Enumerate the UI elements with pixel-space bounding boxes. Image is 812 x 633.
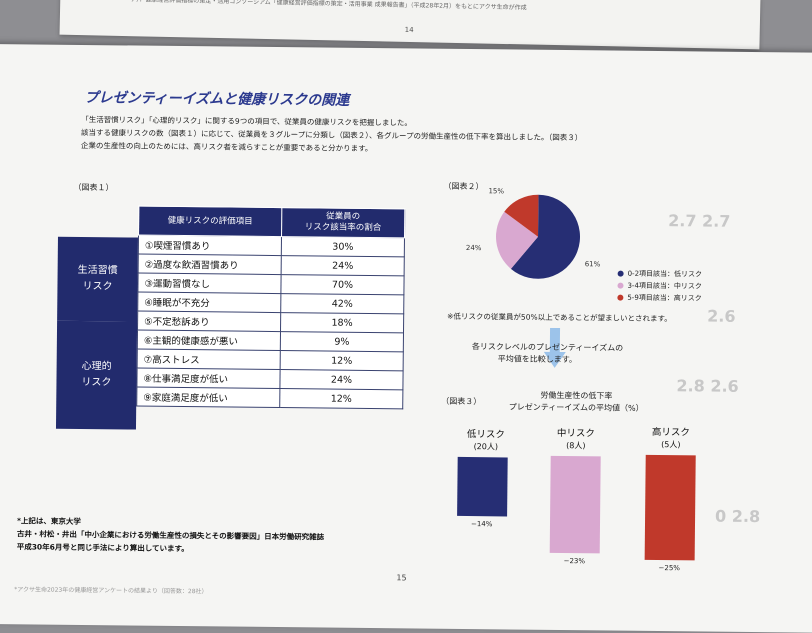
legend-item: 5-9項目該当：高リスク bbox=[617, 292, 702, 305]
risk-item: ⑧仕事満足度が低い bbox=[136, 368, 281, 389]
pie-slice bbox=[504, 194, 539, 237]
category-label: リスク bbox=[82, 280, 113, 293]
risk-item: ①喫煙習慣あり bbox=[138, 235, 282, 256]
risk-item: ③運動習慣なし bbox=[137, 273, 282, 294]
risk-rate: 12% bbox=[280, 350, 404, 371]
intro-text: 「生活習慣リスク」「心理的リスク」に関する9つの項目で、従業員の健康リスクを把握… bbox=[81, 113, 781, 159]
source-line: *上記は、東京大学 bbox=[16, 516, 81, 526]
category-label: 心理的 bbox=[81, 360, 112, 373]
comparison-line: 各リスクレベルのプレゼンティーイズムの bbox=[471, 342, 624, 353]
health-risk-table: 健康リスクの評価項目 従業員の リスク該当率の割合 ①喫煙習慣あり 30% ②過度な… bbox=[136, 206, 405, 410]
bar-mid-risk bbox=[549, 455, 601, 554]
pie-slice-label: 15% bbox=[488, 187, 505, 196]
risk-rate: 70% bbox=[280, 274, 405, 295]
risk-rate: 42% bbox=[280, 293, 404, 314]
category-label: 生活習慣 bbox=[77, 264, 118, 277]
bar-low-risk bbox=[457, 456, 508, 517]
previous-page-number: 14 bbox=[404, 25, 414, 35]
risk-rate: 24% bbox=[281, 255, 405, 276]
pie-note: ※低リスクの従業員が50%以上であることが望ましいとされます。 bbox=[447, 311, 672, 324]
table-header: 従業員の リスク該当率の割合 bbox=[281, 207, 405, 238]
risk-rate: 9% bbox=[280, 331, 404, 352]
pie-slice-label: 24% bbox=[465, 243, 482, 253]
risk-item: ④睡眠が不充分 bbox=[137, 292, 281, 313]
table-row: ⑨家庭満足度が低い 12% bbox=[136, 387, 403, 409]
bleed-through-text: 2.8 2.6 bbox=[676, 376, 739, 396]
document-page: 2.7 2.7 2.6 2.8 2.6 0 2.8 プレゼンティーイズムと健康リ… bbox=[0, 44, 812, 633]
table-header-line: 従業員の bbox=[326, 211, 361, 222]
source-note: *上記は、東京大学 古井・村松・井出「中小企業における労働生産性の損失とその影響… bbox=[17, 514, 325, 556]
comparison-text: 各リスクレベルのプレゼンティーイズムの 平均値を比較します。 bbox=[472, 341, 624, 367]
source-line: 古井・村松・井出「中小企業における労働生産性の損失とその影響要因」日本労働研究雑… bbox=[16, 529, 325, 542]
pie-slice bbox=[496, 211, 539, 269]
bar-value: −25% bbox=[658, 564, 681, 573]
legend-text: 0-2項目該当：低リスク bbox=[627, 269, 703, 279]
bar-label-mid: 中リスク (8人) bbox=[556, 427, 596, 451]
bar-value: −14% bbox=[470, 519, 493, 529]
footer-note: *アクサ生命2023年の健康経営アンケートの結果より（回答数：28社） bbox=[14, 586, 208, 596]
fig1-label: （図表１） bbox=[73, 182, 114, 193]
bar-value: −23% bbox=[563, 556, 586, 565]
bar-label-high: 高リスク (5人) bbox=[651, 426, 691, 450]
legend-item: 3-4項目該当：中リスク bbox=[617, 280, 702, 293]
category-label: リスク bbox=[81, 376, 112, 389]
legend-item: 0-2項目該当：低リスク bbox=[617, 268, 703, 281]
risk-rate: 12% bbox=[279, 388, 403, 409]
risk-rate: 30% bbox=[281, 236, 405, 257]
pie-slice bbox=[510, 194, 580, 279]
risk-rate: 18% bbox=[280, 312, 404, 333]
pie-slice-label: 61% bbox=[584, 260, 601, 269]
legend-dot-icon bbox=[617, 270, 624, 277]
risk-item: ⑦高ストレス bbox=[137, 349, 281, 370]
bleed-through-text: 0 2.8 bbox=[714, 506, 761, 527]
source-line: 平成30年6月号と同じ手法により算出しています。 bbox=[16, 542, 189, 554]
bleed-through-text: 2.6 bbox=[707, 306, 736, 326]
previous-page: テ）．健康経営評価指標の策定・活用コンソーシアム「健康経営評価指標の策定・活用事… bbox=[59, 0, 761, 50]
table-header-line: リスク該当率の割合 bbox=[304, 222, 382, 234]
pie-legend: 0-2項目該当：低リスク 3-4項目該当：中リスク 5-9項目該当：高リスク bbox=[617, 268, 702, 305]
legend-text: 5-9項目該当：高リスク bbox=[627, 293, 702, 303]
bar-chart-title-line: プレゼンティーイズムの平均値（%） bbox=[508, 402, 644, 413]
legend-dot-icon bbox=[617, 294, 624, 301]
page-number: 15 bbox=[396, 573, 407, 583]
previous-page-header: テ）．健康経営評価指標の策定・活用コンソーシアム「健康経営評価指標の策定・活用事… bbox=[130, 0, 527, 12]
bar-label-low: 低リスク (20人) bbox=[466, 429, 505, 452]
bar-chart-title: 労働生産性の低下率 プレゼンティーイズムの平均値（%） bbox=[496, 389, 656, 415]
risk-rate: 24% bbox=[279, 369, 404, 390]
risk-item: ⑥主観的健康感が悪い bbox=[137, 330, 281, 351]
risk-item: ⑨家庭満足度が低い bbox=[136, 387, 280, 408]
lifestyle-risk-category: 生活習慣 リスク bbox=[57, 236, 138, 322]
legend-dot-icon bbox=[617, 282, 624, 289]
fig2-label: （図表２） bbox=[443, 181, 484, 192]
risk-group-pie-chart bbox=[496, 194, 580, 279]
risk-item: ②過度な飲酒習慣あり bbox=[138, 254, 282, 275]
psychological-risk-category: 心理的 リスク bbox=[55, 320, 138, 430]
bar-high-risk bbox=[644, 454, 696, 561]
bleed-through-text: 2.7 2.7 bbox=[668, 211, 731, 231]
comparison-line: 平均値を比較します。 bbox=[497, 354, 577, 365]
page-title: プレゼンティーイズムと健康リスクの関連 bbox=[84, 89, 350, 109]
fig3-label: （図表３） bbox=[441, 396, 482, 407]
risk-item: ⑤不定愁訴あり bbox=[137, 311, 281, 332]
down-arrow-icon bbox=[543, 327, 566, 368]
legend-text: 3-4項目該当：中リスク bbox=[627, 281, 702, 291]
table-header: 健康リスクの評価項目 bbox=[138, 206, 282, 237]
